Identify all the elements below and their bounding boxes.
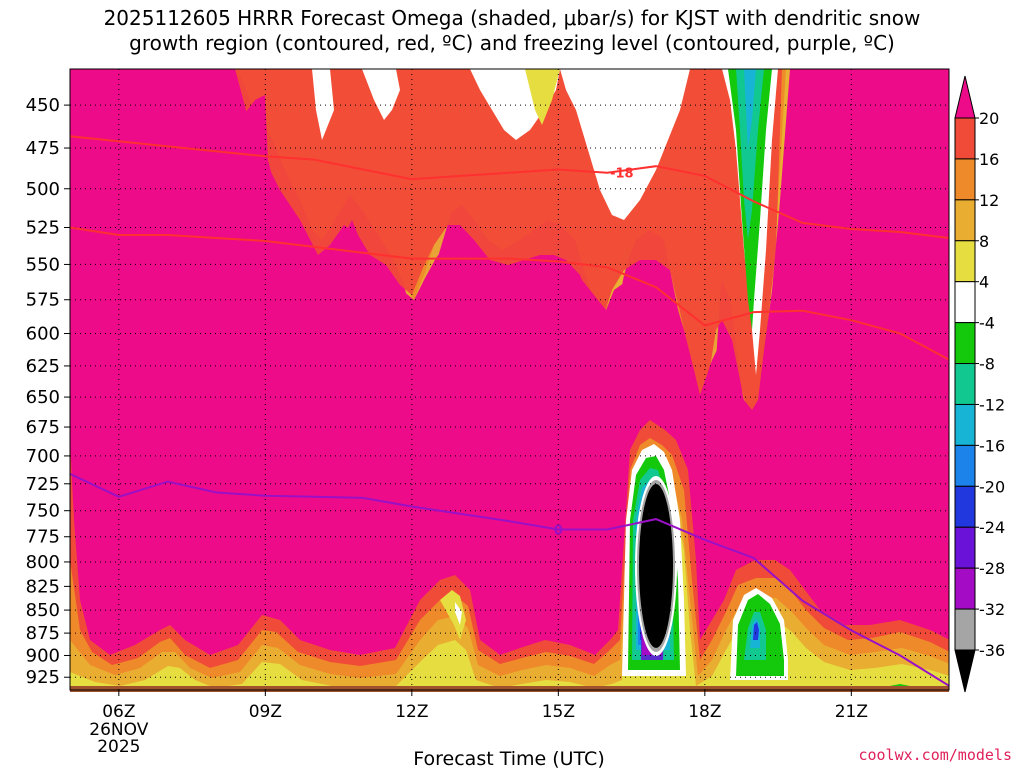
x-tick-label: 18Z xyxy=(688,702,721,722)
colorbar-swatch xyxy=(954,117,976,160)
x-date-label: 2025 xyxy=(97,737,140,757)
colorbar-label: -16 xyxy=(979,436,1005,455)
y-tick-label: 900 xyxy=(26,645,60,666)
contour-dgz_minus12 xyxy=(70,226,949,361)
y-tick-label: 925 xyxy=(26,667,60,688)
colorbar-swatch xyxy=(954,363,976,405)
y-tick-label: 525 xyxy=(26,217,60,238)
colorbar-top-arrow xyxy=(954,75,976,119)
colorbar-swatch xyxy=(954,567,976,610)
x-tick-label: 06Z xyxy=(102,702,135,722)
y-tick-label: 800 xyxy=(26,552,60,573)
colorbar-label: 12 xyxy=(979,191,999,210)
y-tick-label: 500 xyxy=(26,179,60,200)
y-tick-label: 475 xyxy=(26,138,60,159)
colorbar-label: 4 xyxy=(979,273,989,292)
contour-dgz_minus18 xyxy=(70,135,949,239)
ground-strip xyxy=(70,686,949,692)
colorbar-bottom-arrow xyxy=(954,649,976,693)
colorbar-label: -36 xyxy=(979,641,1005,660)
colorbar-label: -32 xyxy=(979,600,1005,619)
y-tick-label: 850 xyxy=(26,600,60,621)
colorbar-swatch xyxy=(954,240,976,283)
x-tick-label: 21Z xyxy=(835,702,868,722)
plot-grid xyxy=(70,69,949,690)
colorbar-swatch xyxy=(954,526,976,569)
y-tick-label: 700 xyxy=(26,446,60,467)
y-tick-label: 725 xyxy=(26,474,60,495)
colorbar-label: 20 xyxy=(979,109,999,128)
title-line-2: growth region (contoured, red, ºC) and f… xyxy=(129,31,895,55)
colorbar-label: -24 xyxy=(979,518,1005,537)
colorbar-label: 16 xyxy=(979,150,999,169)
y-tick-label: 825 xyxy=(26,576,60,597)
y-axis: 450 475 500 525 550 575 600 625 650 675 700 725 750 7… xyxy=(26,95,70,688)
omega-shading xyxy=(70,69,949,690)
contour-freezing_level xyxy=(70,472,949,687)
contour-label: -18 xyxy=(610,167,634,182)
x-axis-label: Forecast Time (UTC) xyxy=(413,748,604,768)
contour-label: 0 xyxy=(554,524,563,539)
colorbar-swatch xyxy=(954,281,976,324)
colorbar-swatch xyxy=(954,444,976,487)
x-tick-label: 15Z xyxy=(542,702,575,722)
colorbar-label: -8 xyxy=(979,355,995,374)
contour-lines: -18 0 xyxy=(70,135,949,687)
y-tick-label: 575 xyxy=(26,290,60,311)
chart-title: 2025112605 HRRR Forecast Omega (shaded, … xyxy=(0,6,1024,56)
colorbar-swatch xyxy=(954,608,976,651)
colorbar-label: -20 xyxy=(979,477,1005,496)
colorbar-label: -4 xyxy=(979,314,995,333)
title-line-1: 2025112605 HRRR Forecast Omega (shaded, … xyxy=(103,6,921,30)
colorbar-swatch xyxy=(954,322,976,365)
colorbar: 20 16 12 8 4 -4 -8 -12 -16 -20 -24 -28 -32 -36 xyxy=(954,75,1005,693)
colorbar-swatch xyxy=(954,485,976,528)
colorbar-label: 8 xyxy=(979,232,989,251)
y-tick-label: 750 xyxy=(26,501,60,522)
colorbar-swatch xyxy=(954,199,976,242)
colorbar-swatch xyxy=(954,158,976,201)
plot-frame xyxy=(69,68,950,691)
y-tick-label: 650 xyxy=(26,387,60,408)
x-tick-label: 09Z xyxy=(249,702,282,722)
y-tick-label: 625 xyxy=(26,356,60,377)
x-tick-label: 12Z xyxy=(395,702,428,722)
y-tick-label: 775 xyxy=(26,527,60,548)
y-tick-label: 675 xyxy=(26,417,60,438)
colorbar-label: -12 xyxy=(979,395,1005,414)
y-tick-label: 600 xyxy=(26,324,60,345)
y-tick-label: 450 xyxy=(26,95,60,116)
y-tick-label: 875 xyxy=(26,623,60,644)
colorbar-swatch xyxy=(954,403,976,446)
credit-text: coolwx.com/models xyxy=(858,746,1012,764)
y-tick-label: 550 xyxy=(26,254,60,275)
colorbar-label: -28 xyxy=(979,559,1005,578)
x-date-label: 26NOV xyxy=(89,720,148,740)
